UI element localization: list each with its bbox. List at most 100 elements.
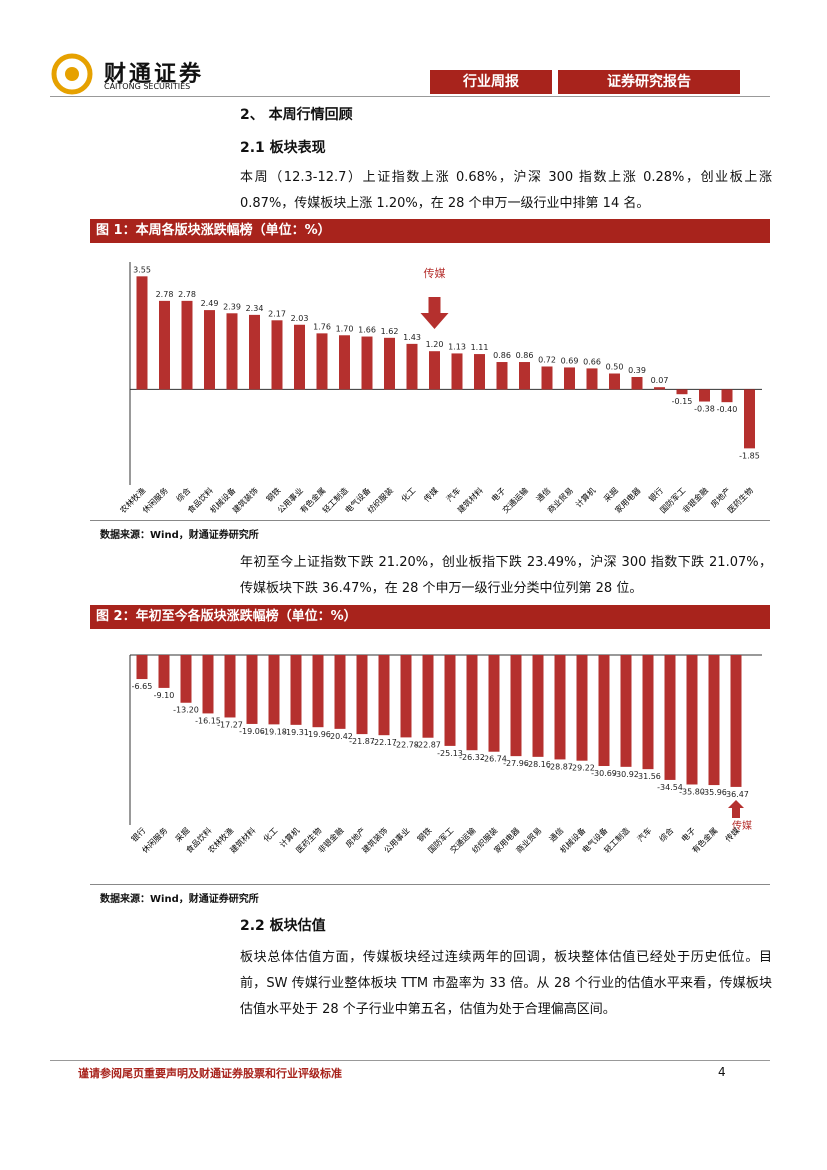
bar [609,373,620,390]
bar [474,354,485,390]
bar [510,655,522,757]
bar [249,314,260,390]
figure-title: 图 2：年初至今各版块涨跌幅榜（单位：%） [90,605,770,629]
chart: 3.55农林牧渔2.78休闲服务2.78综合2.49食品饮料2.39机械设备2.… [118,262,762,515]
logo-subtitle: CAITONG SECURITIES [104,82,191,91]
rule [90,520,770,521]
bar [400,655,412,738]
bar [721,389,733,403]
bar [576,655,588,761]
rule [90,884,770,885]
value-label: -26.32 [459,753,485,762]
value-label: -0.15 [672,397,693,406]
figure-source: 数据来源：Wind，财通证券研究所 [100,894,259,905]
header-tag: 证券研究报告 [558,70,740,94]
bar [708,655,720,786]
bar [356,655,368,735]
bar [406,343,418,390]
x-tick-label: 化工 [261,825,279,843]
header-rule [50,96,770,97]
value-label: -35.96 [701,788,727,797]
value-label: -30.92 [613,770,639,779]
value-label: 1.43 [403,333,421,342]
header-tag: 行业周报 [430,70,552,94]
paragraph: 本周（12.3-12.7）上证指数上涨 0.68%，沪深 300 指数上涨 0.… [240,170,772,211]
value-label: -34.54 [657,783,683,792]
value-label: 1.66 [358,326,376,335]
bar [422,655,434,738]
bar [620,655,632,767]
bar [290,655,302,725]
bar [224,655,236,718]
x-tick-label: 银行 [129,825,147,843]
value-label: 3.55 [133,265,151,274]
bar [136,276,148,390]
bar [268,655,280,725]
x-tick-label: 采掘 [602,485,620,503]
value-label: 0.50 [606,363,624,372]
x-tick-label: 传媒 [422,485,440,503]
value-label: -16.15 [195,716,221,725]
value-label: 0.86 [493,351,511,360]
value-label: -22.17 [371,738,397,747]
footer-disclaimer: 谨请参阅尾页重要声明及财通证券股票和行业评级标准 [78,1067,342,1080]
value-label: 0.66 [583,357,601,366]
value-label: -31.56 [635,772,661,781]
value-label: -26.74 [481,755,507,764]
value-label: -27.96 [503,759,529,768]
figure-source: 数据来源：Wind，财通证券研究所 [100,530,259,541]
bar [429,351,440,390]
bar [246,655,258,724]
x-tick-label: 钢铁 [415,825,433,843]
x-tick-label: 电子 [489,485,507,503]
bar [564,367,575,390]
logo-name: 财通证券 [104,62,205,87]
bar [451,353,463,390]
bar [519,362,530,390]
annotation-arrow [420,297,449,329]
value-label: -30.69 [591,769,617,778]
figure-title: 图 1：本周各版块涨跌幅榜（单位：%） [90,219,770,243]
bar [586,368,598,390]
value-label: 2.78 [156,290,174,299]
bar [631,377,643,390]
value-label: -19.31 [283,728,309,737]
bar [339,335,350,390]
bar [466,655,478,751]
value-label: -22.87 [415,741,441,750]
value-label: 1.76 [313,322,331,331]
value-label: 0.39 [628,366,646,375]
value-label: -9.10 [154,691,175,700]
value-label: -19.18 [261,727,287,736]
paragraph: 年初至今上证指数下跌 21.20%，创业板指下跌 23.49%，沪深 300 指… [240,555,772,596]
value-label: -0.40 [717,405,738,414]
bar [676,389,688,395]
value-label: 1.70 [336,324,354,333]
value-label: 2.17 [268,309,286,318]
x-tick-label: 银行 [647,485,665,503]
value-label: 1.11 [471,343,489,352]
value-label: 0.69 [561,356,579,365]
value-label: 2.03 [291,314,309,323]
value-label: 2.49 [201,299,219,308]
value-label: 2.78 [178,290,196,299]
value-label: 1.62 [381,327,399,336]
value-label: -0.38 [694,405,715,414]
value-label: -21.87 [349,737,375,746]
bar [488,655,500,752]
value-label: 2.39 [223,302,241,311]
bar [181,300,193,390]
bar [180,655,192,703]
x-tick-label: 采掘 [173,825,191,843]
value-label: -29.22 [569,764,595,773]
value-label: -35.80 [679,787,705,796]
bar [654,387,665,390]
x-tick-label: 汽车 [635,825,653,843]
bar [136,655,148,680]
bar [294,324,305,390]
subsection-title: 2.1 板块表现 [240,140,326,156]
x-tick-label: 化工 [399,485,417,503]
value-label: -28.87 [547,762,573,771]
bar [686,655,698,785]
